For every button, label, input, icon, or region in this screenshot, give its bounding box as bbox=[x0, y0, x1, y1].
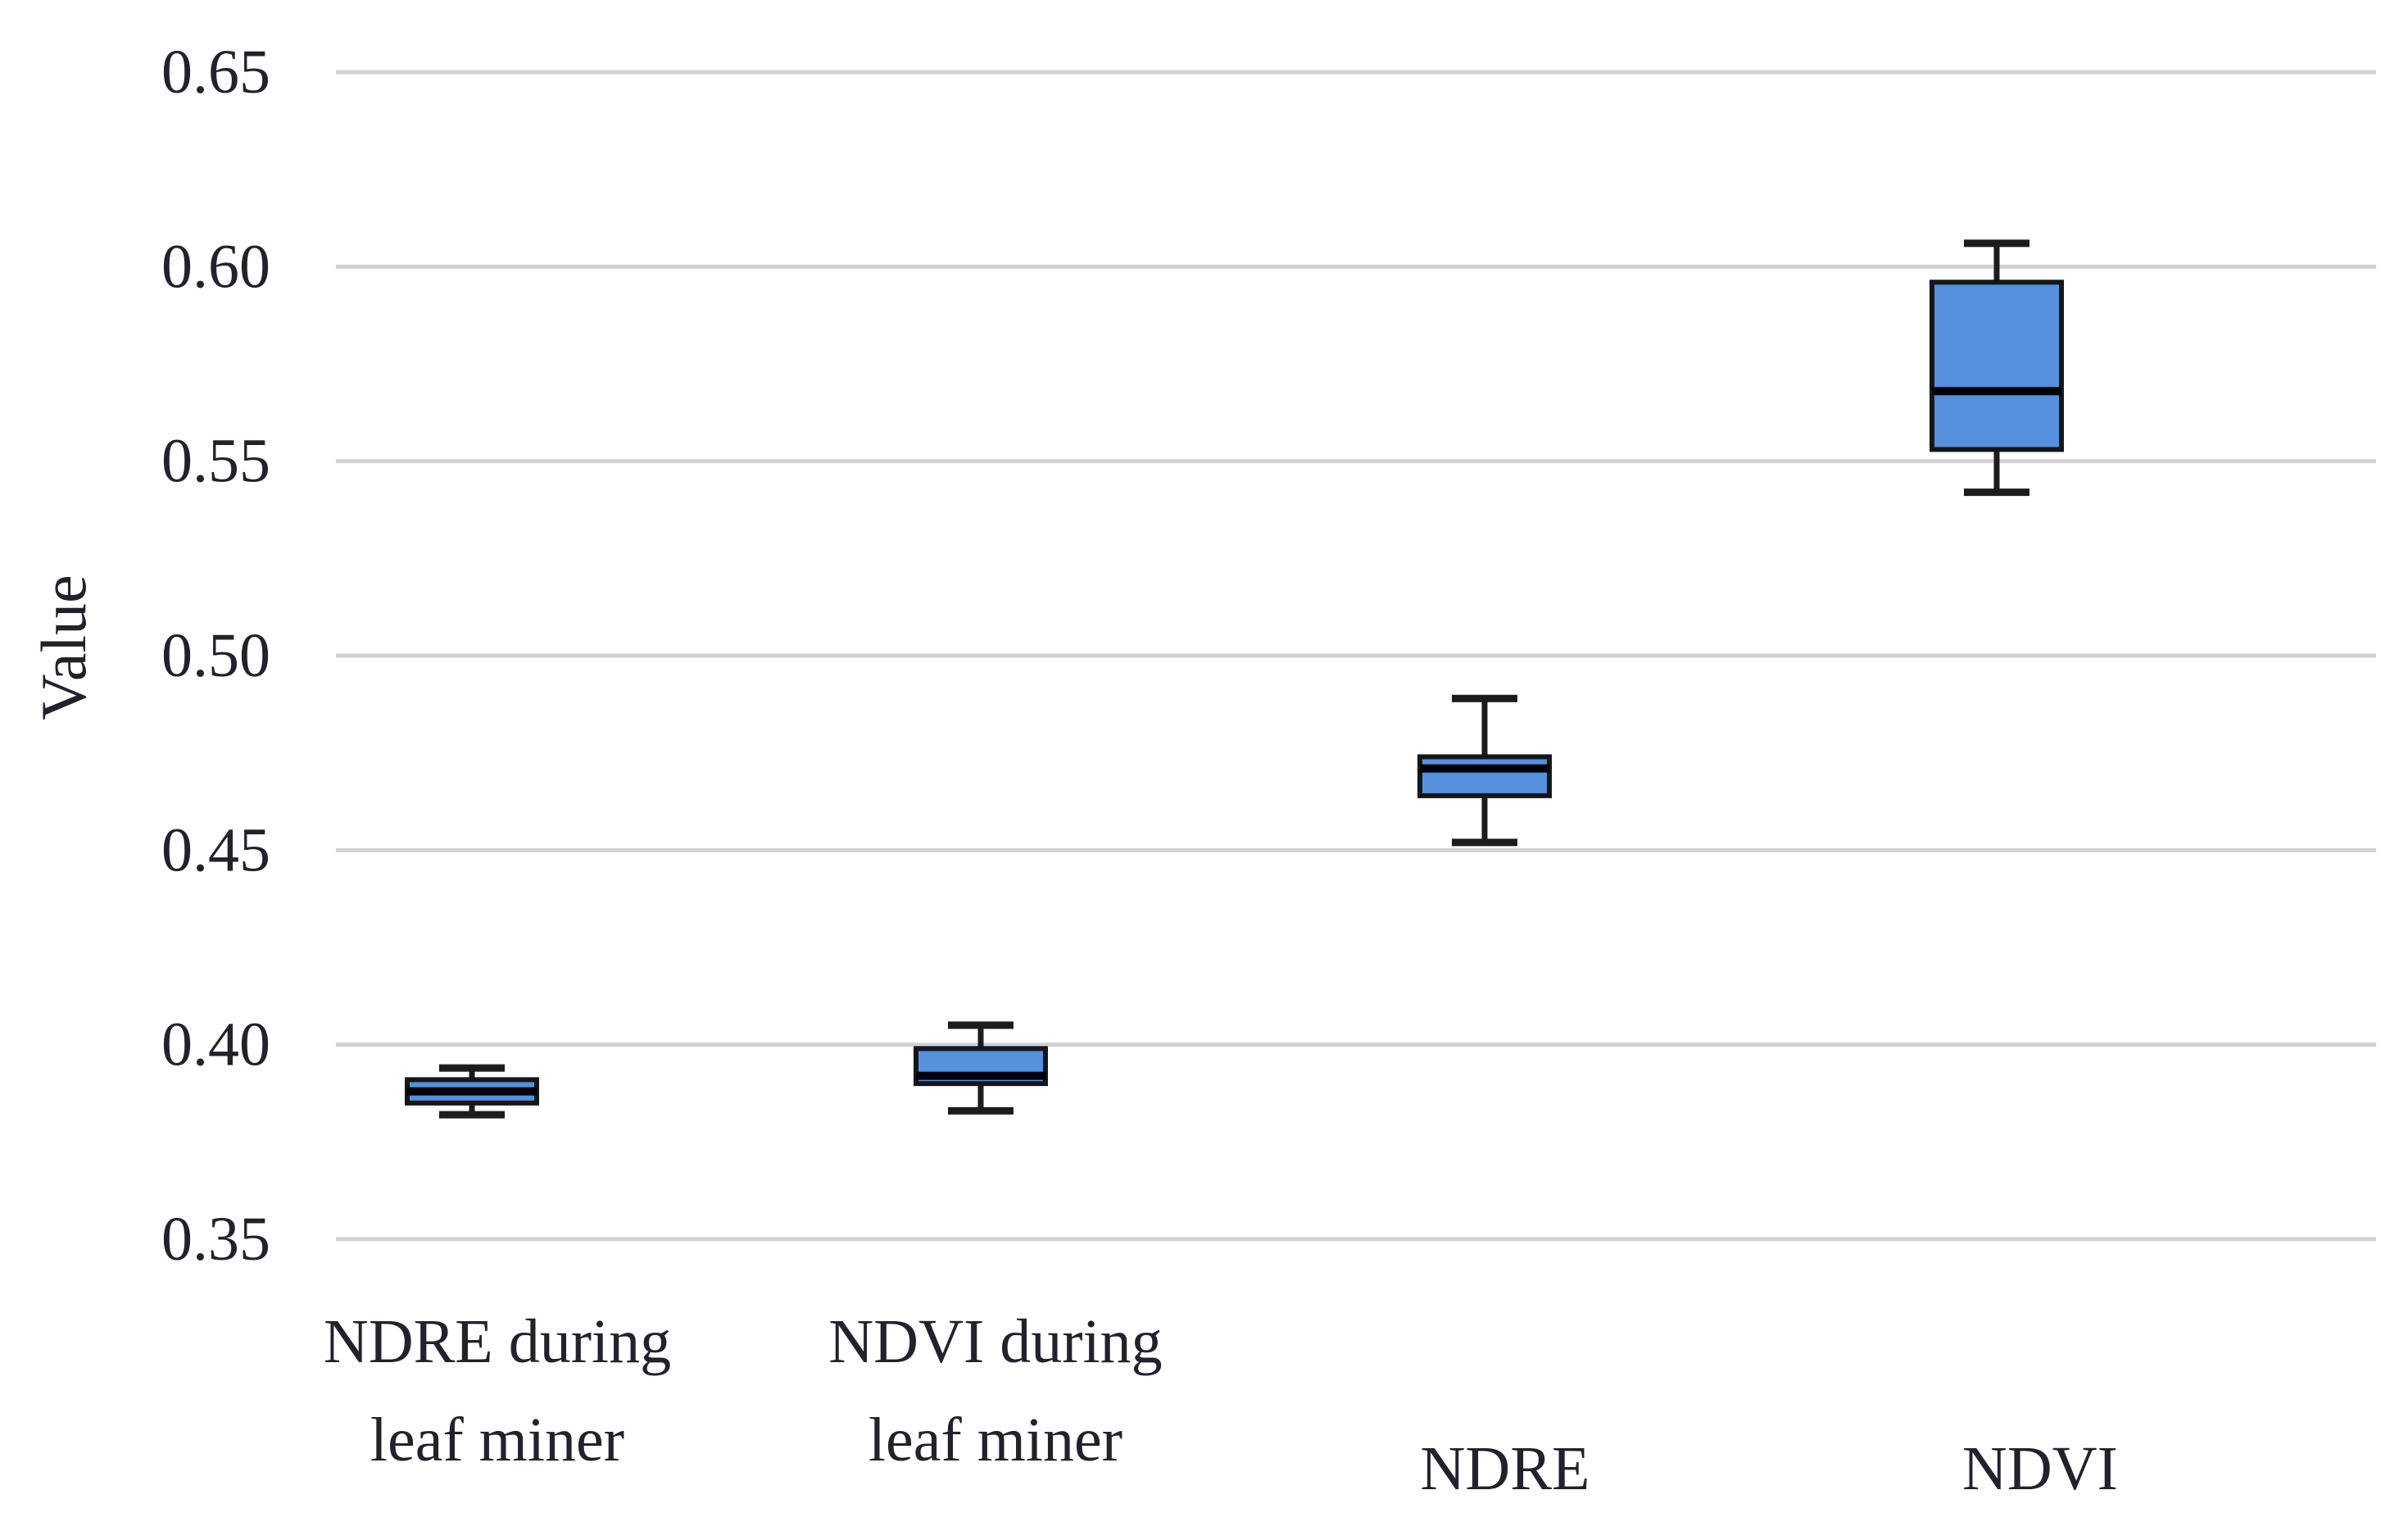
category-labels-group: NDRE during leaf miner NDVI during leaf min… bbox=[324, 1307, 2118, 1503]
category-label: NDVI bbox=[1962, 1434, 2118, 1503]
category-label: leaf miner bbox=[868, 1406, 1122, 1474]
y-axis-title: Value bbox=[28, 575, 99, 720]
gridlines-group bbox=[336, 70, 2376, 1242]
y-tick-label: 0.65 bbox=[161, 38, 270, 107]
category-label: NDVI during bbox=[828, 1307, 1162, 1376]
y-tick-label: 0.40 bbox=[161, 1011, 270, 1079]
box bbox=[1930, 279, 2064, 452]
category-label: leaf miner bbox=[370, 1406, 624, 1474]
y-tick-labels-group: 0.65 0.60 0.55 0.50 0.45 0.40 0.35 bbox=[161, 38, 270, 1274]
y-tick-label: 0.35 bbox=[161, 1205, 270, 1274]
box-plot bbox=[914, 1021, 1048, 1115]
y-tick-label: 0.45 bbox=[161, 815, 270, 884]
box-plot bbox=[1930, 239, 2064, 497]
boxplots-group bbox=[405, 239, 2064, 1119]
y-tick-label: 0.50 bbox=[161, 621, 270, 690]
y-tick-label: 0.55 bbox=[161, 427, 270, 496]
box bbox=[1417, 754, 1552, 798]
y-tick-label: 0.60 bbox=[161, 232, 270, 301]
category-label: NDRE bbox=[1421, 1434, 1590, 1503]
box-plot bbox=[405, 1064, 539, 1119]
box-plot bbox=[1417, 694, 1552, 847]
category-label: NDRE during bbox=[324, 1307, 671, 1376]
